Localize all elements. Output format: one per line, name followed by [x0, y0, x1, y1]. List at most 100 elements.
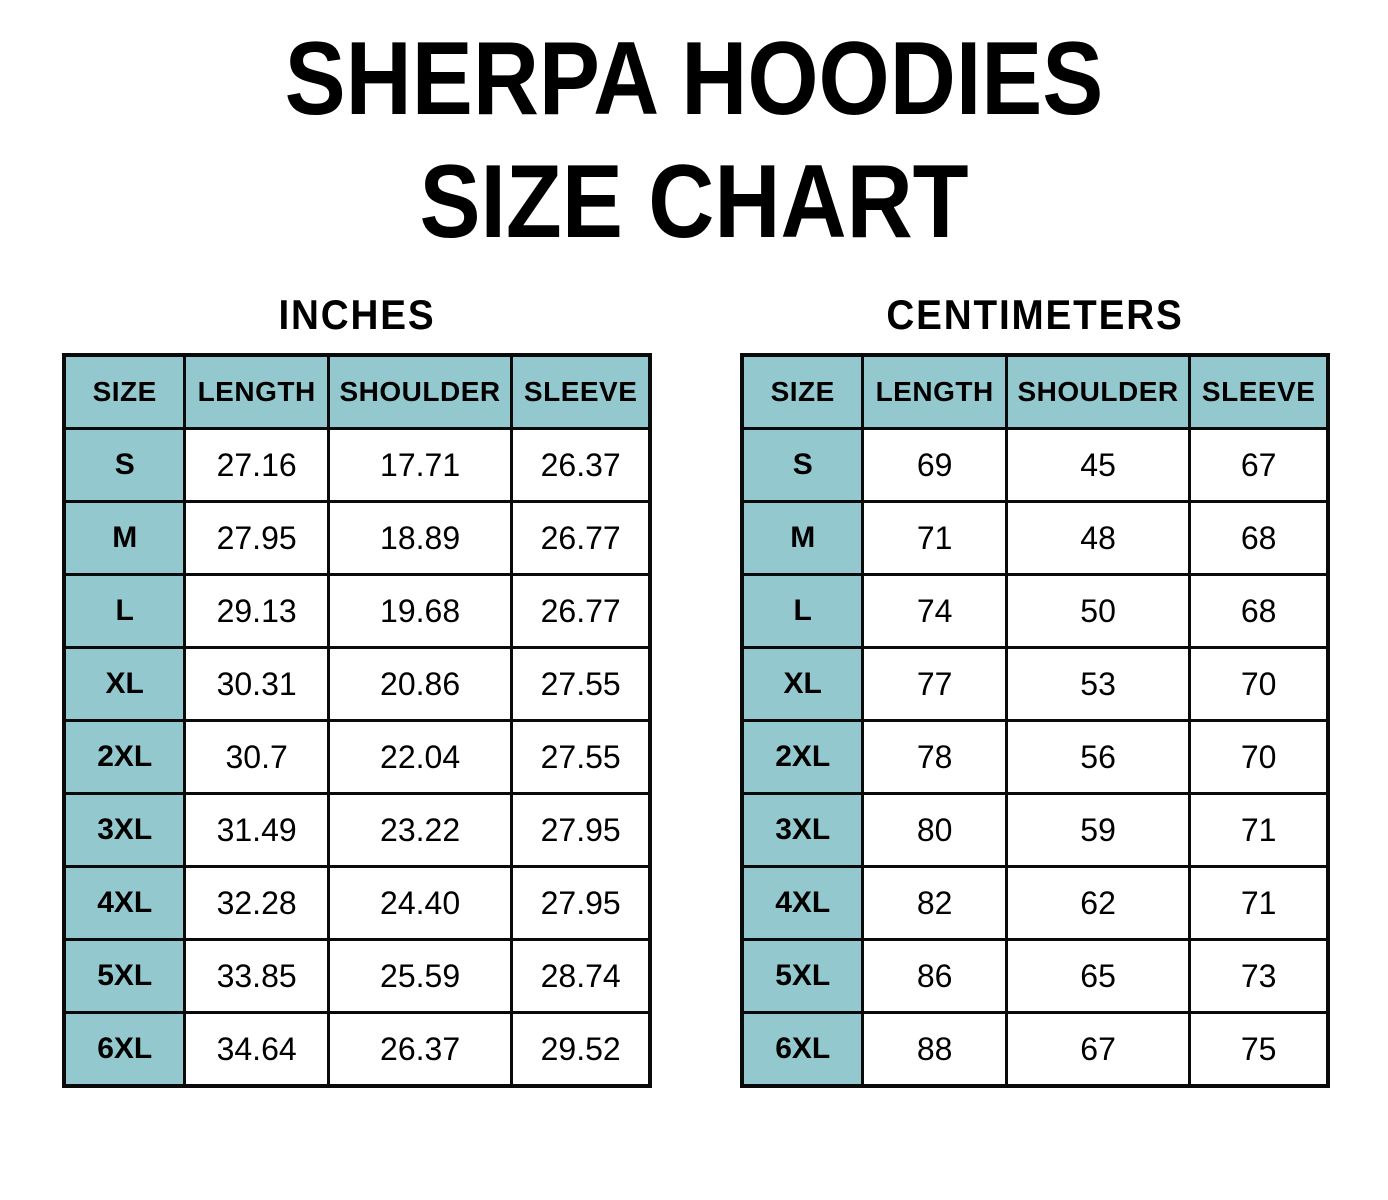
table-row: 2XL 30.7 22.04 27.55	[62, 719, 652, 796]
size-label-cell: S	[740, 427, 865, 504]
measurement-value-cell: 23.22	[326, 792, 514, 869]
measurement-value-cell: 27.95	[510, 865, 652, 942]
size-label-cell: 4XL	[740, 865, 865, 942]
size-label-cell: L	[740, 573, 865, 650]
measurement-value-cell: 30.7	[183, 719, 330, 796]
size-label-cell: 6XL	[740, 1011, 865, 1088]
table-row: 5XL 33.85 25.59 28.74	[62, 938, 652, 1015]
table-row: M 71 48 68	[740, 500, 1330, 577]
measurement-value-cell: 67	[1188, 427, 1330, 504]
measurement-value-cell: 24.40	[326, 865, 514, 942]
table-row: L 74 50 68	[740, 573, 1330, 650]
table-row: L 29.13 19.68 26.77	[62, 573, 652, 650]
column-header-shoulder: SHOULDER	[326, 353, 514, 431]
table-row: 3XL 80 59 71	[740, 792, 1330, 869]
measurement-value-cell: 45	[1004, 427, 1192, 504]
measurement-value-cell: 34.64	[183, 1011, 330, 1088]
header-row: SIZE LENGTH SHOULDER SLEEVE	[62, 353, 652, 431]
size-label-cell: 2XL	[740, 719, 865, 796]
size-label-cell: M	[740, 500, 865, 577]
measurement-value-cell: 22.04	[326, 719, 514, 796]
header-row: SIZE LENGTH SHOULDER SLEEVE	[740, 353, 1330, 431]
inches-subtitle: INCHES	[278, 291, 436, 339]
size-label-cell: S	[62, 427, 187, 504]
measurement-value-cell: 86	[861, 938, 1008, 1015]
measurement-value-cell: 29.13	[183, 573, 330, 650]
measurement-value-cell: 32.28	[183, 865, 330, 942]
measurement-value-cell: 71	[1188, 865, 1330, 942]
measurement-value-cell: 27.55	[510, 646, 652, 723]
size-label-cell: 6XL	[62, 1011, 187, 1088]
measurement-value-cell: 26.37	[326, 1011, 514, 1088]
column-header-sleeve: SLEEVE	[1188, 353, 1330, 431]
column-header-shoulder: SHOULDER	[1004, 353, 1192, 431]
measurement-value-cell: 77	[861, 646, 1008, 723]
measurement-value-cell: 27.95	[510, 792, 652, 869]
measurement-value-cell: 88	[861, 1011, 1008, 1088]
table-row: S 69 45 67	[740, 427, 1330, 504]
measurement-value-cell: 26.37	[510, 427, 652, 504]
page-title-line2: SIZE CHART	[419, 143, 969, 260]
column-header-size: SIZE	[740, 353, 865, 431]
size-label-cell: 3XL	[740, 792, 865, 869]
measurement-value-cell: 50	[1004, 573, 1192, 650]
measurement-value-cell: 27.55	[510, 719, 652, 796]
inches-table-section: INCHES SIZE LENGTH SHOULDER SLEEVE S 27.16 17.…	[62, 291, 652, 1089]
measurement-value-cell: 74	[861, 573, 1008, 650]
measurement-value-cell: 29.52	[510, 1011, 652, 1088]
measurement-value-cell: 25.59	[326, 938, 514, 1015]
measurement-value-cell: 30.31	[183, 646, 330, 723]
size-label-cell: XL	[740, 646, 865, 723]
measurement-value-cell: 78	[861, 719, 1008, 796]
measurement-value-cell: 65	[1004, 938, 1192, 1015]
measurement-value-cell: 70	[1188, 719, 1330, 796]
measurement-value-cell: 18.89	[326, 500, 514, 577]
measurement-value-cell: 67	[1004, 1011, 1192, 1088]
measurement-value-cell: 56	[1004, 719, 1192, 796]
measurement-value-cell: 27.16	[183, 427, 330, 504]
measurement-value-cell: 71	[1188, 792, 1330, 869]
measurement-value-cell: 80	[861, 792, 1008, 869]
page-title: SHERPA HOODIES SIZE CHART	[83, 18, 1304, 263]
measurement-value-cell: 26.77	[510, 573, 652, 650]
measurement-value-cell: 19.68	[326, 573, 514, 650]
table-row: XL 30.31 20.86 27.55	[62, 646, 652, 723]
measurement-value-cell: 62	[1004, 865, 1192, 942]
measurement-value-cell: 59	[1004, 792, 1192, 869]
centimeters-size-table: SIZE LENGTH SHOULDER SLEEVE S 69 45 67 M 71 48 68 L 7…	[740, 353, 1330, 1089]
size-label-cell: M	[62, 500, 187, 577]
table-row: XL 77 53 70	[740, 646, 1330, 723]
size-label-cell: 3XL	[62, 792, 187, 869]
page-title-line1: SHERPA HOODIES	[284, 21, 1104, 137]
measurement-value-cell: 68	[1188, 573, 1330, 650]
table-row: 2XL 78 56 70	[740, 719, 1330, 796]
measurement-value-cell: 20.86	[326, 646, 514, 723]
table-row: 6XL 88 67 75	[740, 1011, 1330, 1088]
column-header-sleeve: SLEEVE	[510, 353, 652, 431]
size-label-cell: L	[62, 573, 187, 650]
measurement-value-cell: 31.49	[183, 792, 330, 869]
column-header-size: SIZE	[62, 353, 187, 431]
measurement-value-cell: 48	[1004, 500, 1192, 577]
inches-size-table: SIZE LENGTH SHOULDER SLEEVE S 27.16 17.71 26.37…	[62, 353, 652, 1089]
centimeters-subtitle: CENTIMETERS	[886, 291, 1184, 339]
measurement-value-cell: 33.85	[183, 938, 330, 1015]
tables-container: INCHES SIZE LENGTH SHOULDER SLEEVE S 27.16 17.…	[0, 291, 1388, 1089]
measurement-value-cell: 68	[1188, 500, 1330, 577]
table-row: 3XL 31.49 23.22 27.95	[62, 792, 652, 869]
measurement-value-cell: 17.71	[326, 427, 514, 504]
measurement-value-cell: 70	[1188, 646, 1330, 723]
measurement-value-cell: 27.95	[183, 500, 330, 577]
measurement-value-cell: 28.74	[510, 938, 652, 1015]
size-label-cell: 5XL	[740, 938, 865, 1015]
table-row: S 27.16 17.71 26.37	[62, 427, 652, 504]
size-label-cell: 4XL	[62, 865, 187, 942]
table-row: 6XL 34.64 26.37 29.52	[62, 1011, 652, 1088]
centimeters-table-section: CENTIMETERS SIZE LENGTH SHOULDER SLEEVE S 69 4…	[740, 291, 1330, 1089]
table-row: M 27.95 18.89 26.77	[62, 500, 652, 577]
size-label-cell: 5XL	[62, 938, 187, 1015]
table-row: 5XL 86 65 73	[740, 938, 1330, 1015]
column-header-length: LENGTH	[861, 353, 1008, 431]
measurement-value-cell: 73	[1188, 938, 1330, 1015]
measurement-value-cell: 82	[861, 865, 1008, 942]
